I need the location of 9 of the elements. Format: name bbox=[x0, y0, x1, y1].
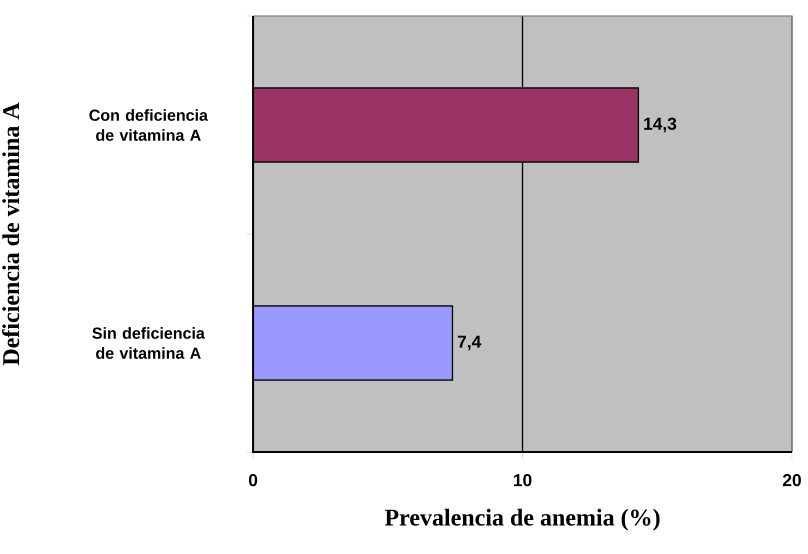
data-label: 7,4 bbox=[458, 336, 482, 350]
y-axis-title: Deficiencia de vitamina A bbox=[2, 102, 20, 366]
y-tick-label: Sin deficiencia de vitamina A bbox=[92, 327, 205, 359]
data-label: 14,3 bbox=[644, 118, 676, 132]
y-tick-label: Con deficiencia de vitamina A bbox=[89, 109, 208, 141]
x-tick-label: 20 bbox=[782, 474, 801, 486]
x-axis-title: Prevalencia de anemia (%) bbox=[384, 508, 660, 531]
x-tick-label: 0 bbox=[248, 474, 258, 486]
x-tick-label: 10 bbox=[514, 474, 532, 486]
